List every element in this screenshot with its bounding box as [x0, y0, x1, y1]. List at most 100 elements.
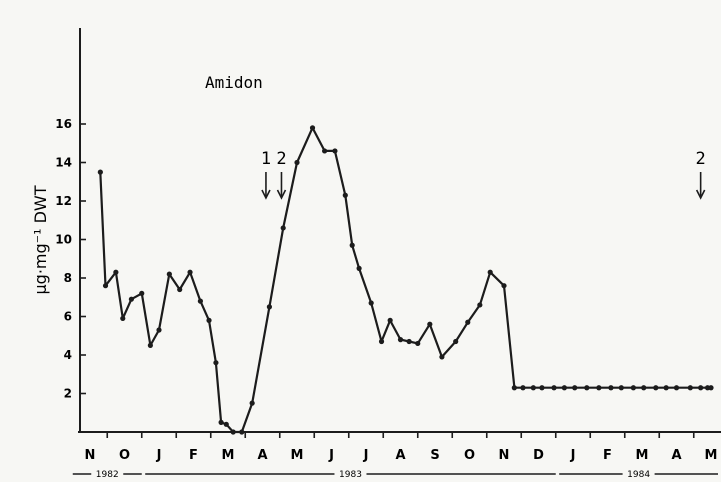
data-point	[218, 419, 224, 425]
month-label: J	[328, 448, 334, 463]
y-tick-label: 4	[64, 348, 72, 362]
data-point	[147, 342, 153, 348]
data-point	[113, 269, 119, 275]
data-point	[322, 148, 328, 154]
data-point	[530, 385, 536, 391]
data-point	[453, 338, 459, 345]
data-point	[708, 385, 714, 391]
month-label: S	[430, 448, 439, 463]
month-label: J	[570, 448, 576, 463]
month-label: O	[119, 448, 130, 463]
data-point	[596, 385, 602, 391]
data-point	[387, 317, 393, 323]
y-tick-label: 14	[55, 156, 72, 170]
year-label: 1984	[627, 470, 650, 480]
data-point	[561, 385, 567, 391]
data-point	[698, 385, 704, 391]
chart-axes	[78, 28, 721, 433]
data-point	[551, 385, 557, 391]
data-point	[501, 283, 507, 289]
y-tick-label: 8	[64, 271, 72, 285]
data-point	[477, 302, 483, 308]
annotation-label: 1	[261, 149, 271, 169]
y-tick-label: 2	[64, 387, 72, 401]
month-label: J	[156, 448, 162, 463]
data-point	[520, 385, 526, 391]
data-point	[97, 169, 103, 175]
month-label: D	[533, 448, 544, 463]
arrow-head	[261, 189, 271, 200]
data-point	[187, 269, 193, 275]
month-label: O	[464, 448, 475, 463]
data-point	[102, 283, 109, 289]
data-point	[156, 327, 162, 333]
data-point	[673, 385, 680, 391]
data-point	[511, 385, 517, 391]
data-point	[427, 321, 433, 327]
data-point	[439, 354, 445, 360]
year-labels: 1982 1983 1984	[72, 470, 718, 480]
data-point	[206, 317, 212, 323]
data-point	[641, 385, 647, 391]
data-point	[539, 385, 545, 391]
y-tick-label: 12	[55, 194, 72, 208]
data-point	[280, 225, 286, 231]
y-ticks: 2 4 6 8 10 12 14 16	[55, 117, 86, 401]
month-label: F	[189, 448, 198, 463]
data-point	[378, 338, 385, 345]
data-point	[584, 385, 590, 391]
month-label: M	[636, 448, 649, 463]
month-label: N	[499, 448, 510, 463]
data-point	[249, 400, 255, 406]
year-label: 1982	[96, 470, 119, 480]
data-point	[487, 269, 493, 275]
data-point	[630, 385, 636, 391]
month-label: M	[705, 448, 718, 463]
month-label: A	[257, 448, 267, 463]
data-point	[368, 300, 374, 306]
data-point	[415, 340, 421, 347]
data-point	[356, 265, 362, 271]
data-point	[465, 319, 471, 325]
data-point	[128, 296, 134, 302]
data-point	[239, 429, 245, 435]
data-point	[197, 298, 203, 304]
data-point	[139, 290, 145, 296]
month-label: F	[603, 448, 612, 463]
month-label: J	[363, 448, 369, 463]
data-point	[223, 421, 229, 427]
data-point	[397, 337, 404, 343]
annotation-label: 2	[276, 149, 286, 169]
month-label: A	[395, 448, 405, 463]
data-point	[230, 429, 236, 435]
y-tick-label: 16	[55, 117, 72, 131]
month-label: M	[222, 448, 235, 463]
data-point	[406, 338, 412, 345]
data-point	[120, 315, 126, 322]
data-point	[687, 385, 693, 391]
annotation-label: 2	[696, 149, 706, 169]
y-tick-label: 10	[55, 233, 72, 247]
data-point	[349, 242, 355, 248]
y-tick-label: 6	[64, 310, 72, 324]
data-point	[177, 286, 183, 293]
series-group	[97, 125, 714, 435]
data-point	[653, 385, 659, 391]
data-point	[608, 385, 614, 391]
chart-title: Amidon	[205, 73, 263, 92]
year-label: 1983	[339, 470, 362, 480]
y-axis-label: µg·mg⁻¹ DWT	[31, 185, 50, 294]
data-point	[332, 148, 338, 154]
data-point	[213, 360, 219, 366]
data-point	[618, 385, 624, 391]
data-point	[572, 385, 578, 391]
month-label: A	[671, 448, 681, 463]
data-point	[294, 159, 300, 166]
month-label: N	[85, 448, 96, 463]
month-label: M	[291, 448, 304, 463]
arrow-head	[695, 189, 706, 200]
arrow-head	[276, 189, 287, 200]
